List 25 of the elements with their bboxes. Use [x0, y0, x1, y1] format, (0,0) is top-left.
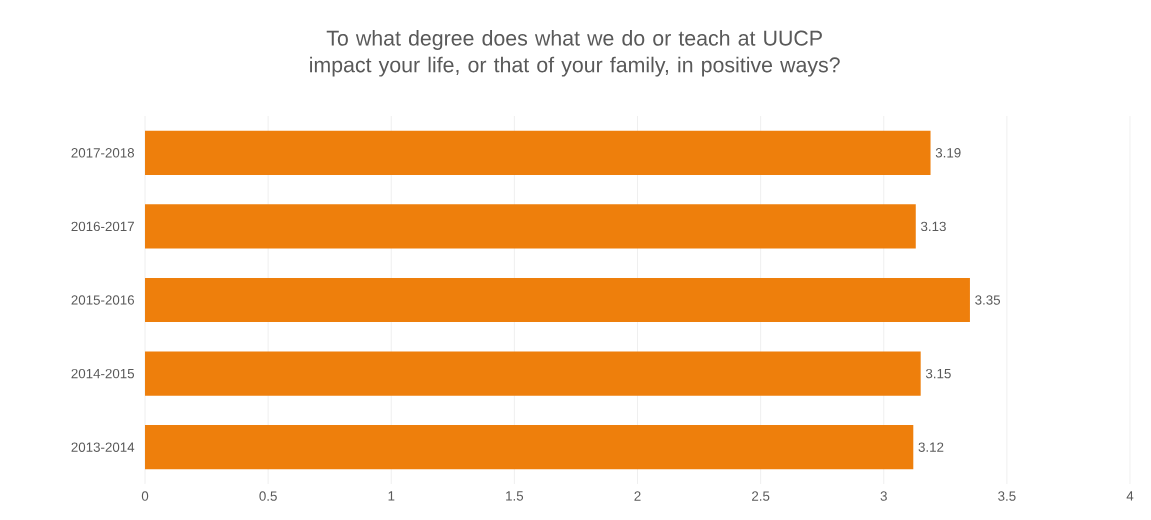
data-label: 3.12 — [918, 442, 944, 452]
bar — [145, 351, 921, 396]
x-tick-label: 1 — [388, 491, 395, 501]
bar — [145, 130, 931, 175]
data-label: 3.19 — [935, 148, 961, 158]
y-tick-label: 2013-2014 — [71, 442, 135, 452]
x-tick-label: 0.5 — [259, 491, 277, 501]
x-tick-label: 2 — [634, 491, 641, 501]
data-label: 3.13 — [920, 221, 946, 232]
data-label: 3.15 — [925, 368, 951, 379]
bar — [145, 204, 916, 249]
x-tick-label: 1.5 — [506, 491, 524, 501]
y-tick-label: 2015-2016 — [71, 295, 135, 305]
bar — [145, 277, 970, 323]
y-tick-label: 2016-2017 — [71, 221, 134, 232]
x-tick-label: 0 — [141, 491, 149, 501]
x-tick-label: 3.5 — [998, 491, 1016, 501]
chart-title: To what degree does what we do or teach at UUCP impact your life, or that of your family, in positive ways? — [310, 30, 840, 77]
x-tick-label: 3 — [880, 491, 887, 501]
y-tick-label: 2017-2018 — [71, 148, 135, 158]
data-label: 3.35 — [975, 295, 1001, 305]
x-tick-label: 2.5 — [752, 491, 770, 501]
bar — [145, 425, 914, 470]
y-tick-label: 2014-2015 — [71, 368, 135, 379]
x-tick-label: 4 — [1126, 491, 1134, 501]
